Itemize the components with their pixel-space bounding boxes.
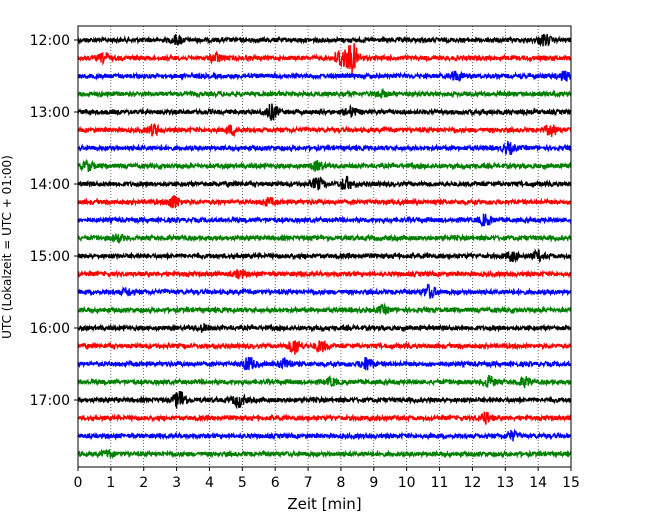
trace-line <box>77 123 572 138</box>
trace-line <box>77 268 572 280</box>
y-tick-label: 12:00 <box>30 33 70 49</box>
x-tick-label: 13 <box>496 475 514 491</box>
trace-line <box>77 302 572 315</box>
x-tick-label: 3 <box>172 475 181 491</box>
plot-frame <box>77 25 572 468</box>
y-axis-ticks: 12:00 13:00 14:00 15:00 16:00 17:00 <box>30 33 78 409</box>
y-tick-label: 16:00 <box>30 321 70 337</box>
x-tick-label: 1 <box>106 475 115 491</box>
x-tick-label: 12 <box>463 475 481 491</box>
x-tick-label: 11 <box>431 475 449 491</box>
trace-line <box>77 233 572 244</box>
trace-line <box>77 213 572 228</box>
trace-line <box>77 340 572 355</box>
y-tick-label: 13:00 <box>30 105 70 121</box>
trace-line <box>77 158 572 173</box>
trace-line <box>77 390 572 410</box>
trace-line <box>77 33 572 48</box>
x-tick-label: 0 <box>74 475 83 491</box>
trace-line <box>77 43 572 74</box>
y-tick-label: 17:00 <box>30 393 70 409</box>
trace-line <box>77 375 572 389</box>
trace-line <box>77 411 572 425</box>
x-tick-label: 7 <box>304 475 313 491</box>
x-tick-label: 9 <box>369 475 378 491</box>
x-tick-label: 10 <box>398 475 416 491</box>
trace-line <box>77 103 572 121</box>
x-tick-label: 5 <box>238 475 247 491</box>
x-axis-label: Zeit [min] <box>287 495 361 513</box>
trace-line <box>77 428 572 442</box>
x-axis-ticks: 0 1 2 3 4 5 6 7 8 9 10 11 12 13 14 15 <box>74 467 580 491</box>
y-tick-label: 15:00 <box>30 249 70 265</box>
x-tick-label: 4 <box>205 475 214 491</box>
x-tick-label: 14 <box>529 475 547 491</box>
trace-group <box>77 33 572 460</box>
x-tick-label: 2 <box>139 475 148 491</box>
trace-line <box>77 194 572 209</box>
trace-line <box>77 140 572 155</box>
x-tick-label: 8 <box>336 475 345 491</box>
y-tick-label: 14:00 <box>30 177 70 193</box>
y-axis-label: UTC (Lokalzeit = UTC + 01:00) <box>0 155 14 339</box>
x-tick-label: 6 <box>271 475 280 491</box>
trace-line <box>77 356 572 371</box>
trace-line <box>77 70 572 83</box>
x-tick-label: 15 <box>562 475 580 491</box>
trace-line <box>77 175 572 191</box>
trace-line <box>77 248 572 264</box>
trace-line <box>77 282 572 299</box>
trace-line <box>77 448 572 460</box>
trace-line <box>77 323 572 333</box>
trace-line <box>77 88 572 100</box>
